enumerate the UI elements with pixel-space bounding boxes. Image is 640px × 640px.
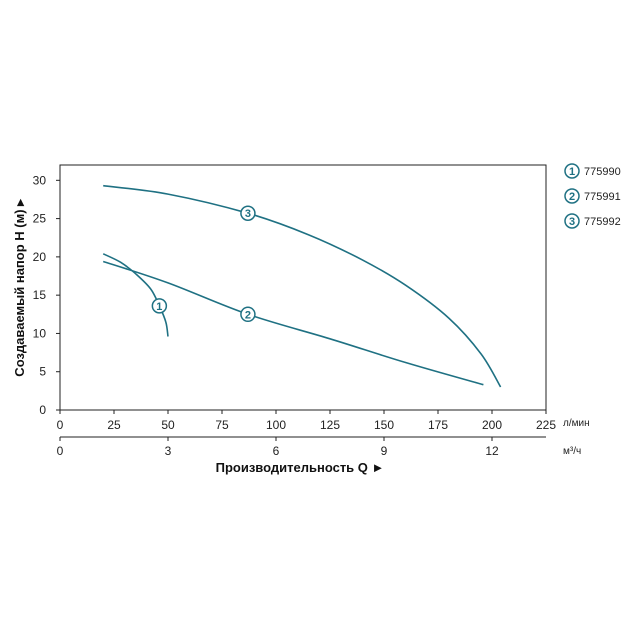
x2-tick-label: 6 [273,444,280,458]
y-axis-title: Создаваемый напор H (м) ▸ [12,198,27,377]
x-unit-primary: л/мин [563,418,590,429]
legend: 1 775990 2 775991 3 775992 [564,163,621,229]
legend-label: 775992 [584,216,621,228]
legend-marker-number: 2 [569,191,575,203]
series-line-775990 [102,253,169,337]
y-tick-label: 10 [33,326,47,340]
x2-tick-label: 12 [485,444,499,458]
y-tick-label: 0 [39,403,46,417]
plot-frame [59,164,547,411]
legend-label: 775990 [584,166,621,178]
x-tick-label: 125 [320,418,340,432]
curve-marker-circle [240,205,256,221]
curve-marker-label: 1 [156,301,162,313]
legend-marker [564,163,580,179]
x-axis-title: Производительность Q ► [216,460,385,475]
x2-tick-label: 9 [381,444,388,458]
curve-marker-label: 2 [245,309,251,321]
legend-label: 775991 [584,191,621,203]
legend-marker [564,188,580,204]
curve-marker-circle [151,298,168,314]
x-tick-label: 0 [57,418,64,432]
curve-marker-circle [240,306,256,323]
markers-layer: 1 2 3 [151,205,256,323]
x-tick-label: 25 [107,418,121,432]
legend-marker [564,213,580,229]
legend-marker-number: 1 [569,166,575,178]
x-tick-label: 225 [536,418,556,432]
ticks-layer: 0 5 10 15 20 25 30 0 25 50 75 100 125 150 175 200 225 0 3 6… [33,173,557,458]
series-line-775992 [103,184,502,388]
x2-tick-label: 0 [57,444,64,458]
x-tick-label: 200 [482,418,502,432]
x-tick-label: 50 [161,418,175,432]
curves-layer [102,184,502,388]
y-tick-label: 15 [33,288,47,302]
y-tick-label: 30 [33,173,47,187]
x2-tick-label: 3 [165,444,172,458]
x-tick-label: 150 [374,418,394,432]
x-tick-label: 75 [215,418,229,432]
x-tick-label: 100 [266,418,286,432]
curve-marker-label: 3 [245,208,251,220]
y-tick-label: 20 [33,250,47,264]
x-unit-secondary: м³/ч [563,446,581,457]
y-tick-label: 25 [33,212,47,226]
legend-marker-number: 3 [569,216,575,228]
series-line-775991 [102,260,484,386]
x-tick-label: 175 [428,418,448,432]
y-tick-label: 5 [39,365,46,379]
